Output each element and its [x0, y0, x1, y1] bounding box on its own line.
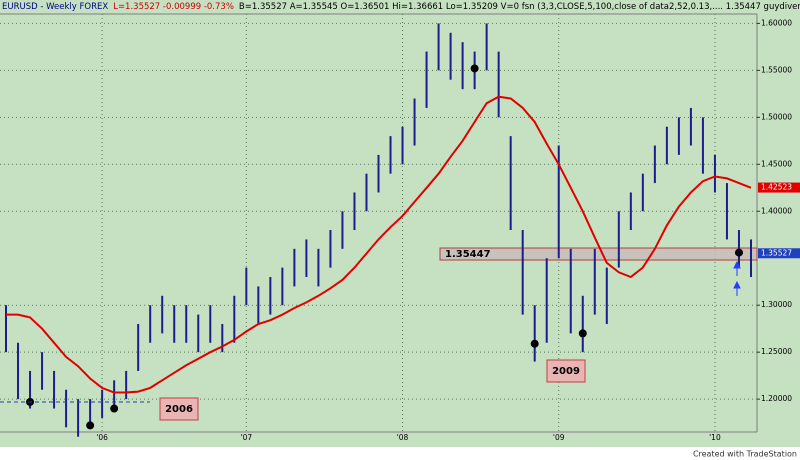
arrows: [733, 260, 741, 296]
y-tick-label: 1.20000: [761, 394, 792, 403]
x-tick-label: '10: [709, 433, 721, 442]
level-band: [439, 247, 758, 261]
x-tick-label: '09: [553, 433, 565, 442]
pivot-dot: [578, 329, 587, 338]
header-item: B=1.35527 A=1.35545 O=1.36501 Hi=1.36661…: [239, 2, 800, 12]
y-tick-label: 1.55000: [761, 65, 792, 74]
header-item: EURUSD - Weekly FOREX: [2, 2, 108, 12]
level-label: 1.35447: [445, 249, 491, 260]
annotation: 2009: [552, 366, 580, 377]
annotation-box: [159, 397, 199, 421]
header-item: L=1.35527 -0.00999 -0.73%: [113, 2, 234, 12]
pivot-dot: [86, 421, 95, 430]
x-tick-label: '07: [241, 433, 253, 442]
plot: 1.20000 1.25000 1.30000 1.40000 1.45000 1.500…: [0, 14, 800, 442]
moving-average: [6, 95, 752, 394]
y-tick-label: 1.45000: [761, 159, 792, 168]
y-tick-label: 1.25000: [761, 347, 792, 356]
pivot-dot: [470, 64, 479, 73]
annotation: 2006: [165, 404, 193, 415]
arrow-head: [733, 260, 741, 269]
y-tick-label: 1.60000: [761, 18, 792, 27]
y-tick-label: 1.40000: [761, 206, 792, 215]
y-tick-label: 1.30000: [761, 300, 792, 309]
y-tick-label: 1.50000: [761, 112, 792, 121]
pivot-dot: [530, 339, 539, 348]
annotation-box: [546, 359, 586, 383]
last-price-label: 1.35527: [761, 248, 792, 257]
pivot-dot: [110, 404, 119, 413]
ma-last-box: [758, 182, 800, 193]
ma-last-label: 1.42523: [761, 183, 792, 192]
pivot-dot: [734, 248, 743, 257]
arrow-head: [733, 280, 741, 289]
x-tick-label: '08: [397, 433, 409, 442]
last-price-box: [758, 248, 800, 259]
chart-background: [0, 0, 800, 447]
x-tick-label: '06: [96, 433, 108, 442]
footer: Created with TradeStation: [693, 450, 797, 459]
footer-strip: [0, 447, 800, 460]
chart-header: EURUSD - Weekly FOREX L=1.35527 -0.00999 …: [2, 2, 800, 12]
